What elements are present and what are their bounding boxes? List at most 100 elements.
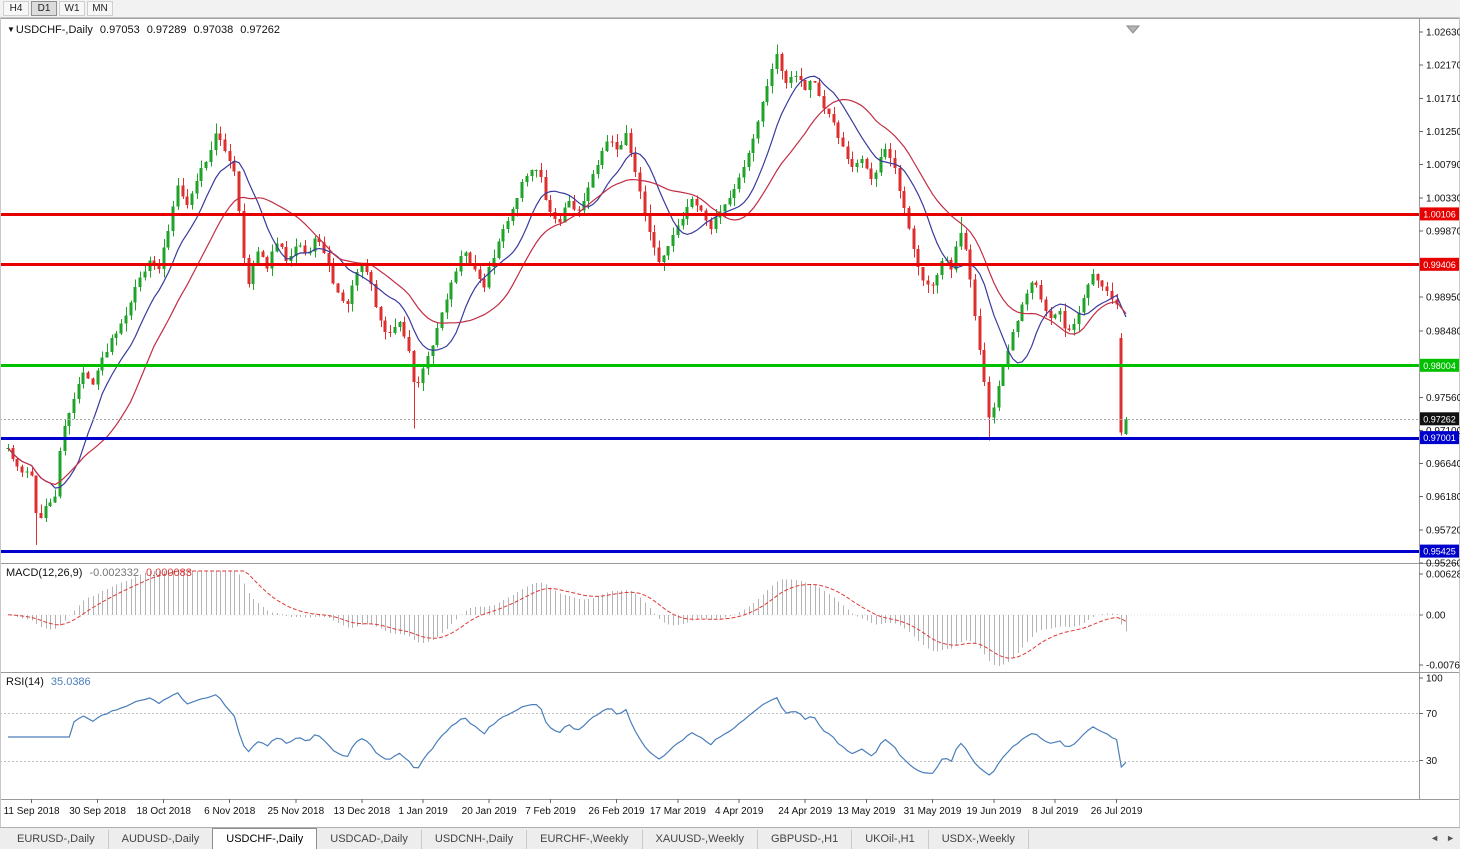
chart-tab-eurusd-daily[interactable]: EURUSD-,Daily — [4, 830, 109, 849]
candle-body — [907, 208, 911, 229]
candle-body — [44, 506, 48, 518]
candle-body — [921, 267, 925, 281]
candle-body — [794, 75, 798, 77]
candle-body — [214, 133, 218, 150]
level-lines-layer — [0, 213, 1419, 553]
candle-body — [157, 263, 161, 269]
date-label: 25 Nov 2018 — [267, 806, 324, 817]
chart-tabs-bar: EURUSD-,Daily AUDUSD-,Daily USDCHF-,Daily U… — [0, 827, 1460, 849]
ma-slow-line — [7, 98, 1127, 486]
chart-tab-usdcnh-daily[interactable]: USDCNH-,Daily — [422, 830, 528, 849]
chart-tab-audusd-daily[interactable]: AUDUSD-,Daily — [109, 830, 214, 849]
candle-body — [770, 68, 774, 87]
timeframe-button-w1[interactable]: W1 — [59, 1, 85, 16]
candle-body — [270, 251, 274, 269]
candle-body — [294, 246, 298, 257]
date-label: 18 Oct 2018 — [136, 806, 191, 817]
candle-body — [808, 80, 812, 91]
chart-shift-marker-icon[interactable] — [1125, 25, 1141, 34]
candle-body — [133, 286, 137, 303]
macd-signal-value: 0.000083 — [145, 567, 192, 579]
timeframe-button-mn[interactable]: MN — [87, 1, 113, 16]
candle-body — [1124, 418, 1128, 434]
macd-main-value: -0.002332 — [89, 567, 139, 579]
date-label: 4 Apr 2019 — [715, 806, 764, 817]
candle-body — [388, 332, 392, 333]
candle-body — [369, 271, 373, 285]
candle-body — [544, 176, 548, 200]
candle-body — [1082, 297, 1086, 313]
candle-body — [619, 145, 623, 150]
candles-layer — [6, 44, 1128, 545]
price-tag-1.00106[interactable]: 1.00106 — [1420, 207, 1459, 221]
candle-body — [77, 384, 81, 399]
candle-body — [91, 378, 95, 385]
candle-body — [605, 141, 609, 152]
candle-body — [468, 252, 472, 264]
candle-body — [228, 151, 232, 161]
candle-body — [86, 372, 90, 379]
chart-tab-usdcad-daily[interactable]: USDCAD-,Daily — [317, 830, 422, 849]
candle-body — [732, 189, 736, 199]
chart-tab-xauusd-weekly[interactable]: XAUUSD-,Weekly — [643, 830, 758, 849]
candle-body — [912, 228, 916, 250]
time-axis: 11 Sep 2018 30 Sep 2018 18 Oct 2018 6 Nov 2… — [4, 799, 1143, 817]
timeframe-button-h4[interactable]: H4 — [3, 1, 29, 16]
candle-body — [883, 148, 887, 157]
chart-tab-ukoil-h1[interactable]: UKOil-,H1 — [852, 830, 929, 849]
chart-tab-usdchf-daily[interactable]: USDCHF-,Daily — [212, 828, 318, 849]
price-tag-0.95425[interactable]: 0.95425 — [1420, 544, 1459, 558]
chart-tab-gbpusd-h1[interactable]: GBPUSD-,H1 — [758, 830, 853, 849]
candle-body — [143, 271, 147, 278]
candle-body — [775, 53, 779, 69]
price-axis-label: 0.98480 — [1426, 327, 1460, 338]
chart-tab-usdx-weekly[interactable]: USDX-,Weekly — [929, 830, 1029, 849]
tab-scroll-right-button[interactable]: ► — [1446, 833, 1455, 843]
candle-body — [841, 137, 845, 147]
candle-body — [1001, 366, 1005, 387]
macd-indicator-label: MACD(12,26,9) -0.002332 0.000083 — [6, 567, 192, 579]
candle-body — [232, 160, 236, 172]
candle-body — [398, 322, 402, 327]
date-label: 17 Mar 2019 — [650, 806, 707, 817]
candle-body — [152, 260, 156, 264]
candle-body — [119, 323, 123, 334]
candle-body — [20, 466, 24, 473]
candle-body — [265, 256, 269, 269]
candle-body — [1067, 328, 1071, 331]
current-price-tag[interactable]: 0.97262 — [1420, 412, 1459, 426]
date-label: 19 Jun 2019 — [966, 806, 1021, 817]
candle-body — [723, 204, 727, 212]
candle-body — [827, 108, 831, 115]
chart-canvas[interactable]: 1.02630 1.02170 1.01710 1.01250 1.00790 1.003… — [0, 18, 1460, 827]
ma-fast-line — [7, 75, 1127, 489]
candle-body — [39, 512, 43, 518]
candle-body — [327, 252, 331, 267]
svg-text:0.97262: 0.97262 — [1423, 414, 1456, 424]
chart-tab-eurchf-weekly[interactable]: EURCHF-,Weekly — [527, 830, 643, 849]
candle-body — [690, 198, 694, 207]
price-axis-label: 1.00790 — [1426, 160, 1460, 171]
price-tag-0.97001[interactable]: 0.97001 — [1420, 431, 1459, 445]
symbol-menu-icon[interactable]: ▼ — [7, 25, 15, 34]
timeframe-button-d1[interactable]: D1 — [31, 1, 57, 16]
date-label: 30 Sep 2018 — [69, 806, 126, 817]
candle-body — [709, 220, 713, 230]
tab-scroll-left-button[interactable]: ◄ — [1430, 833, 1440, 843]
candle-body — [350, 285, 354, 305]
candle-body — [247, 258, 251, 284]
candle-body — [421, 368, 425, 383]
date-label: 26 Feb 2019 — [588, 806, 645, 817]
candle-body — [322, 241, 326, 253]
candle-body — [478, 269, 482, 279]
candle-body — [539, 169, 543, 177]
candle-body — [365, 265, 369, 272]
candle-body — [525, 175, 529, 183]
price-axis-label: 1.02630 — [1426, 28, 1460, 39]
candle-body — [204, 162, 208, 168]
price-tag-0.99406[interactable]: 0.99406 — [1420, 257, 1459, 271]
price-axis-label: 0.95720 — [1426, 525, 1460, 536]
candle-body — [393, 326, 397, 333]
price-tag-0.98004[interactable]: 0.98004 — [1420, 358, 1459, 372]
